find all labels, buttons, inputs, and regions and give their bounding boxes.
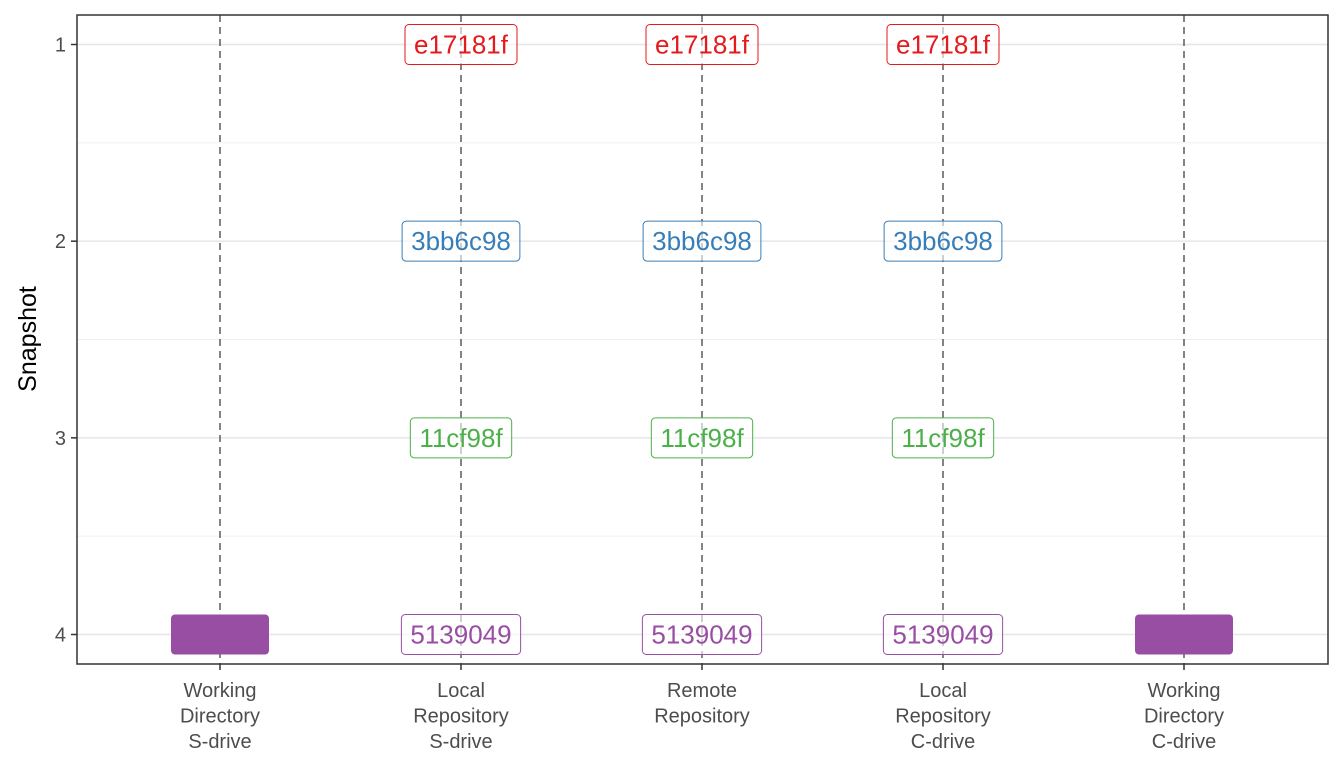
snapshot-hash: e17181f [414, 30, 509, 60]
x-tick-label: Directory [180, 706, 260, 728]
y-tick-label: 1 [55, 35, 66, 57]
snapshot-hash: 3bb6c98 [652, 226, 752, 256]
snapshot-label-box [891, 417, 995, 459]
x-tick-label: Repository [654, 706, 750, 728]
snapshot-label: 5139049 [400, 614, 522, 655]
snapshot-label: 3bb6c98 [883, 220, 1003, 262]
snapshot-hash: 3bb6c98 [411, 226, 511, 256]
x-axis: Working Directory S-drive Local Repository S-… [180, 664, 1224, 753]
snapshot-label-box [641, 614, 763, 655]
working-directory-blocks [171, 614, 1233, 655]
snapshot-hash: 11cf98f [901, 423, 985, 453]
x-tick-label: Working [1148, 680, 1221, 702]
snapshot-label: 11cf98f [409, 417, 513, 459]
snapshot-label: 5139049 [641, 614, 763, 655]
y-tick-label: 3 [55, 428, 66, 450]
snapshot-label: 3bb6c98 [642, 220, 762, 262]
snapshot-hash: e17181f [896, 30, 991, 60]
snapshot-nodes: e17181f e17181f e17181f 3bb6c98 3bb6c98 3bb6c… [400, 24, 1004, 655]
y-tick-label: 4 [55, 625, 66, 647]
snapshot-hash: 11cf98f [419, 423, 503, 453]
snapshot-label: e17181f [645, 24, 759, 65]
snapshot-label-box [886, 24, 1000, 65]
snapshot-hash: 3bb6c98 [893, 226, 993, 256]
snapshot-label: 5139049 [882, 614, 1004, 655]
snapshot-label: 11cf98f [650, 417, 754, 459]
snapshot-label-box [645, 24, 759, 65]
snapshot-label-box [404, 24, 518, 65]
working-directory-block [171, 614, 269, 655]
snapshot-label-box [400, 614, 522, 655]
snapshot-hash: 5139049 [651, 620, 752, 650]
snapshot-hash: 11cf98f [660, 423, 744, 453]
column-dashed-lines [219, 15, 1185, 664]
x-tick-label: Local [919, 680, 967, 702]
working-directory-block [1135, 614, 1233, 655]
y-tick-label: 2 [55, 231, 66, 253]
snapshot-hash: 5139049 [892, 620, 993, 650]
snapshot-label-box [883, 220, 1003, 262]
x-tick-label: Working [184, 680, 257, 702]
x-tick-label: S-drive [188, 731, 251, 753]
snapshot-label: 3bb6c98 [401, 220, 521, 262]
snapshot-label: e17181f [404, 24, 518, 65]
x-tick-label: Remote [667, 680, 737, 702]
snapshot-label: e17181f [886, 24, 1000, 65]
snapshot-hash: e17181f [655, 30, 750, 60]
snapshot-label-box [401, 220, 521, 262]
x-tick-label: C-drive [1152, 731, 1216, 753]
x-tick-label: C-drive [911, 731, 975, 753]
snapshot-label: 11cf98f [891, 417, 995, 459]
snapshot-label-box [409, 417, 513, 459]
x-tick-label: Repository [413, 706, 509, 728]
x-tick-label: S-drive [429, 731, 492, 753]
x-tick-label: Local [437, 680, 485, 702]
snapshot-label-box [650, 417, 754, 459]
snapshot-hash: 5139049 [410, 620, 511, 650]
snapshot-label-box [642, 220, 762, 262]
snapshot-label-box [882, 614, 1004, 655]
y-axis: 1 2 3 4 [55, 35, 77, 647]
x-tick-label: Directory [1144, 706, 1224, 728]
x-tick-label: Repository [895, 706, 991, 728]
y-axis-title: Snapshot [14, 286, 42, 392]
